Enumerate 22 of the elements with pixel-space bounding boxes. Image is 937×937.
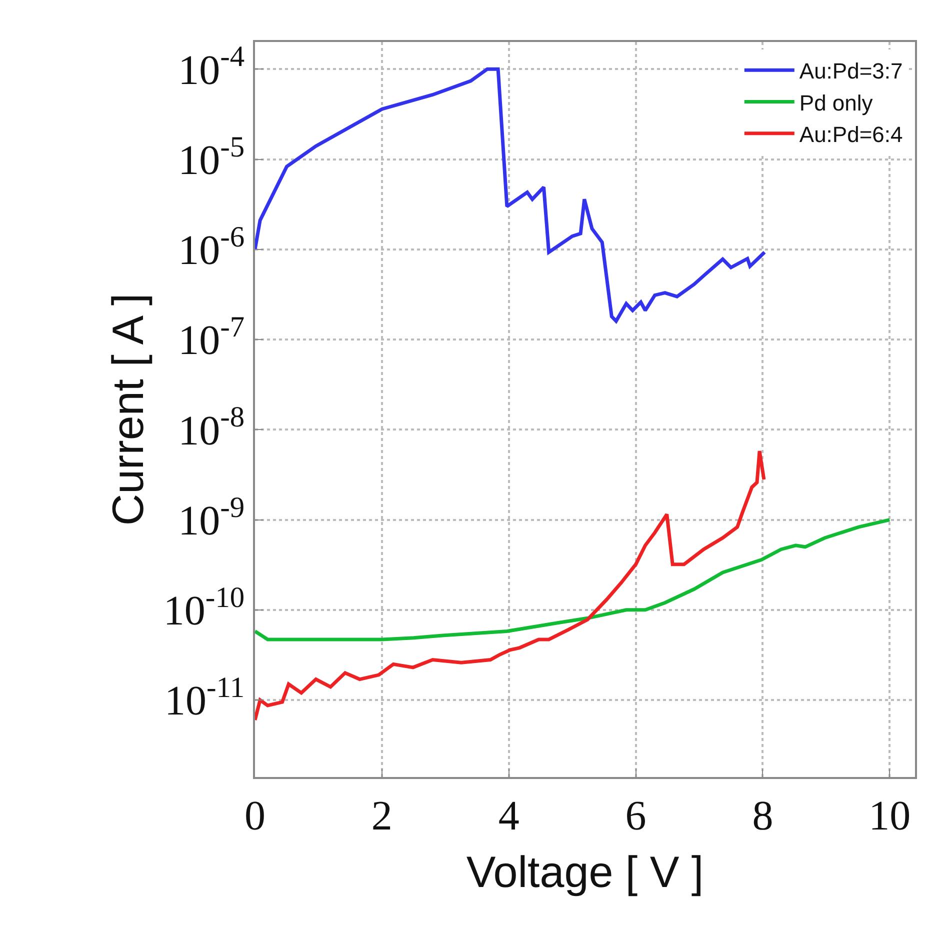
y-tick-label: 10$^{-10}$ (163, 582, 245, 635)
x-tick-label: 0 (244, 793, 266, 840)
line-series (255, 67, 766, 323)
y-tick-label: 10$^{-7}$ (178, 312, 245, 364)
y-tick-label: 10$^{-4}$ (178, 41, 245, 94)
line-series (255, 449, 766, 722)
x-tick-label: 2 (371, 793, 392, 840)
x-tick-label: 4 (498, 793, 520, 840)
y-tick-label: 10$^{-6}$ (178, 221, 245, 274)
y-tick-label: 10$^{-5}$ (178, 131, 245, 184)
legend-label: Pd only (799, 90, 873, 116)
y-tick-label: 10$^{-9}$ (178, 492, 245, 544)
x-tick-label: 10 (868, 793, 911, 840)
y-tick-label: 10$^{-8}$ (178, 402, 245, 454)
legend-label: Au:Pd=6:4 (799, 122, 903, 147)
x-axis-title: Voltage [ V ] (466, 848, 704, 898)
x-tick-label: 6 (625, 793, 646, 840)
y-tick-label: 10$^{-11}$ (164, 672, 245, 725)
y-axis-title: Current [ A ] (104, 293, 154, 526)
line-series (255, 518, 892, 642)
x-tick-label: 8 (752, 793, 774, 840)
legend-label: Au:Pd=3:7 (799, 58, 903, 84)
